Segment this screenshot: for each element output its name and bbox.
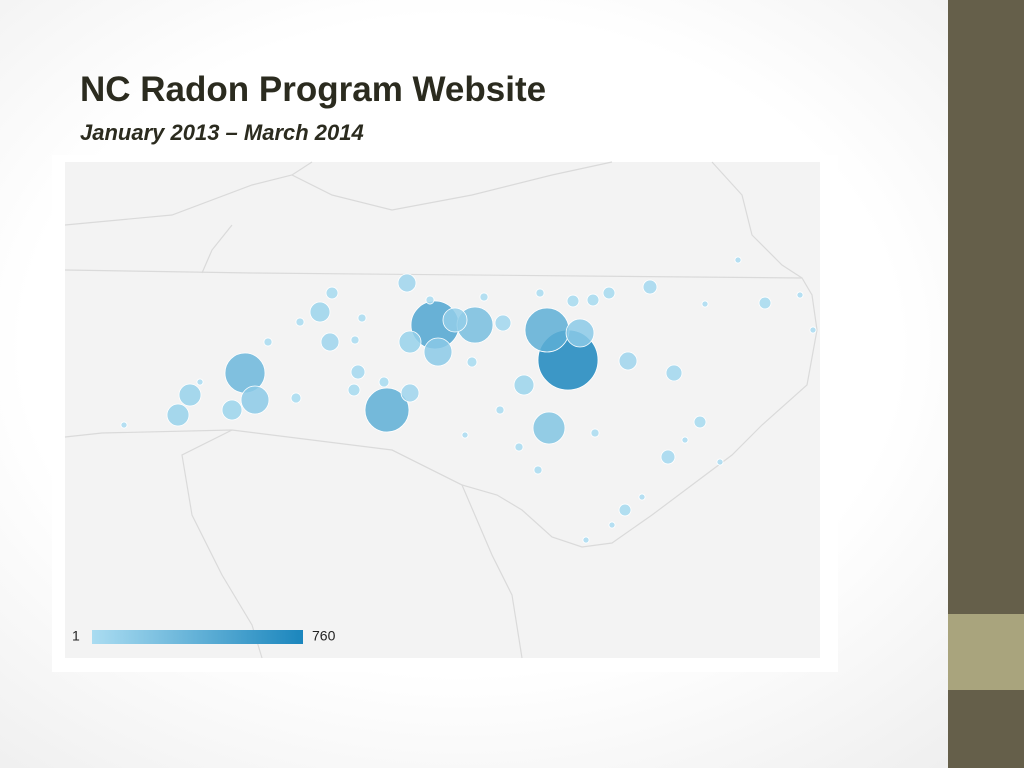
side-accent: [948, 614, 1024, 690]
bubble: [347, 383, 361, 397]
bubble: [660, 449, 676, 465]
bubble: [320, 332, 340, 352]
bubble: [758, 296, 772, 310]
bubble: [693, 415, 707, 429]
bubble: [295, 317, 305, 327]
bubble: [618, 351, 638, 371]
bubble: [120, 421, 128, 429]
bubble: [466, 356, 478, 368]
bubble: [809, 326, 817, 334]
bubble: [566, 294, 580, 308]
bubble: [400, 383, 420, 403]
bubble: [701, 300, 709, 308]
bubble: [565, 318, 595, 348]
bubble: [378, 376, 390, 388]
borders: [64, 161, 818, 659]
legend-scale: [92, 630, 303, 644]
bubble: [513, 374, 535, 396]
bubble: [608, 521, 616, 529]
bubble: [638, 493, 646, 501]
bubble: [533, 465, 543, 475]
bubble: [309, 301, 331, 323]
bubble: [290, 392, 302, 404]
bubble: [494, 314, 512, 332]
title: NC Radon Program Website: [80, 70, 547, 109]
bubble: [263, 337, 273, 347]
legend-max-label: 760: [312, 628, 336, 644]
bubble: [442, 307, 468, 333]
subtitle: January 2013 – March 2014: [80, 120, 364, 145]
bubble: [642, 279, 658, 295]
bubble: [178, 383, 202, 407]
legend: 1 760: [72, 628, 336, 644]
bubble: [524, 307, 570, 353]
bubble: [196, 378, 204, 386]
map: 1 760: [52, 155, 838, 672]
bubble: [461, 431, 469, 439]
bubble: [240, 385, 270, 415]
map-background: [65, 162, 820, 658]
bubble: [590, 428, 600, 438]
bubble: [221, 399, 243, 421]
bubble: [796, 291, 804, 299]
bubble: [586, 293, 600, 307]
bubble: [532, 411, 566, 445]
bubble-layer: [120, 256, 817, 544]
bubble: [423, 337, 453, 367]
bubble: [582, 536, 590, 544]
bubble: [665, 364, 683, 382]
bubble: [364, 387, 410, 433]
bubble: [479, 292, 489, 302]
bubble: [325, 286, 339, 300]
bubble: [425, 295, 435, 305]
bubble: [618, 503, 632, 517]
bubble: [350, 364, 366, 380]
bubble: [602, 286, 616, 300]
bubble: [535, 288, 545, 298]
bubble: [681, 436, 689, 444]
bubble: [350, 335, 360, 345]
bubble: [734, 256, 742, 264]
bubble: [397, 273, 417, 293]
bubble: [514, 442, 524, 452]
legend-min-label: 1: [72, 628, 80, 644]
bubble: [166, 403, 190, 427]
bubble: [495, 405, 505, 415]
bubble: [716, 458, 724, 466]
bubble: [357, 313, 367, 323]
bubble: [398, 330, 422, 354]
